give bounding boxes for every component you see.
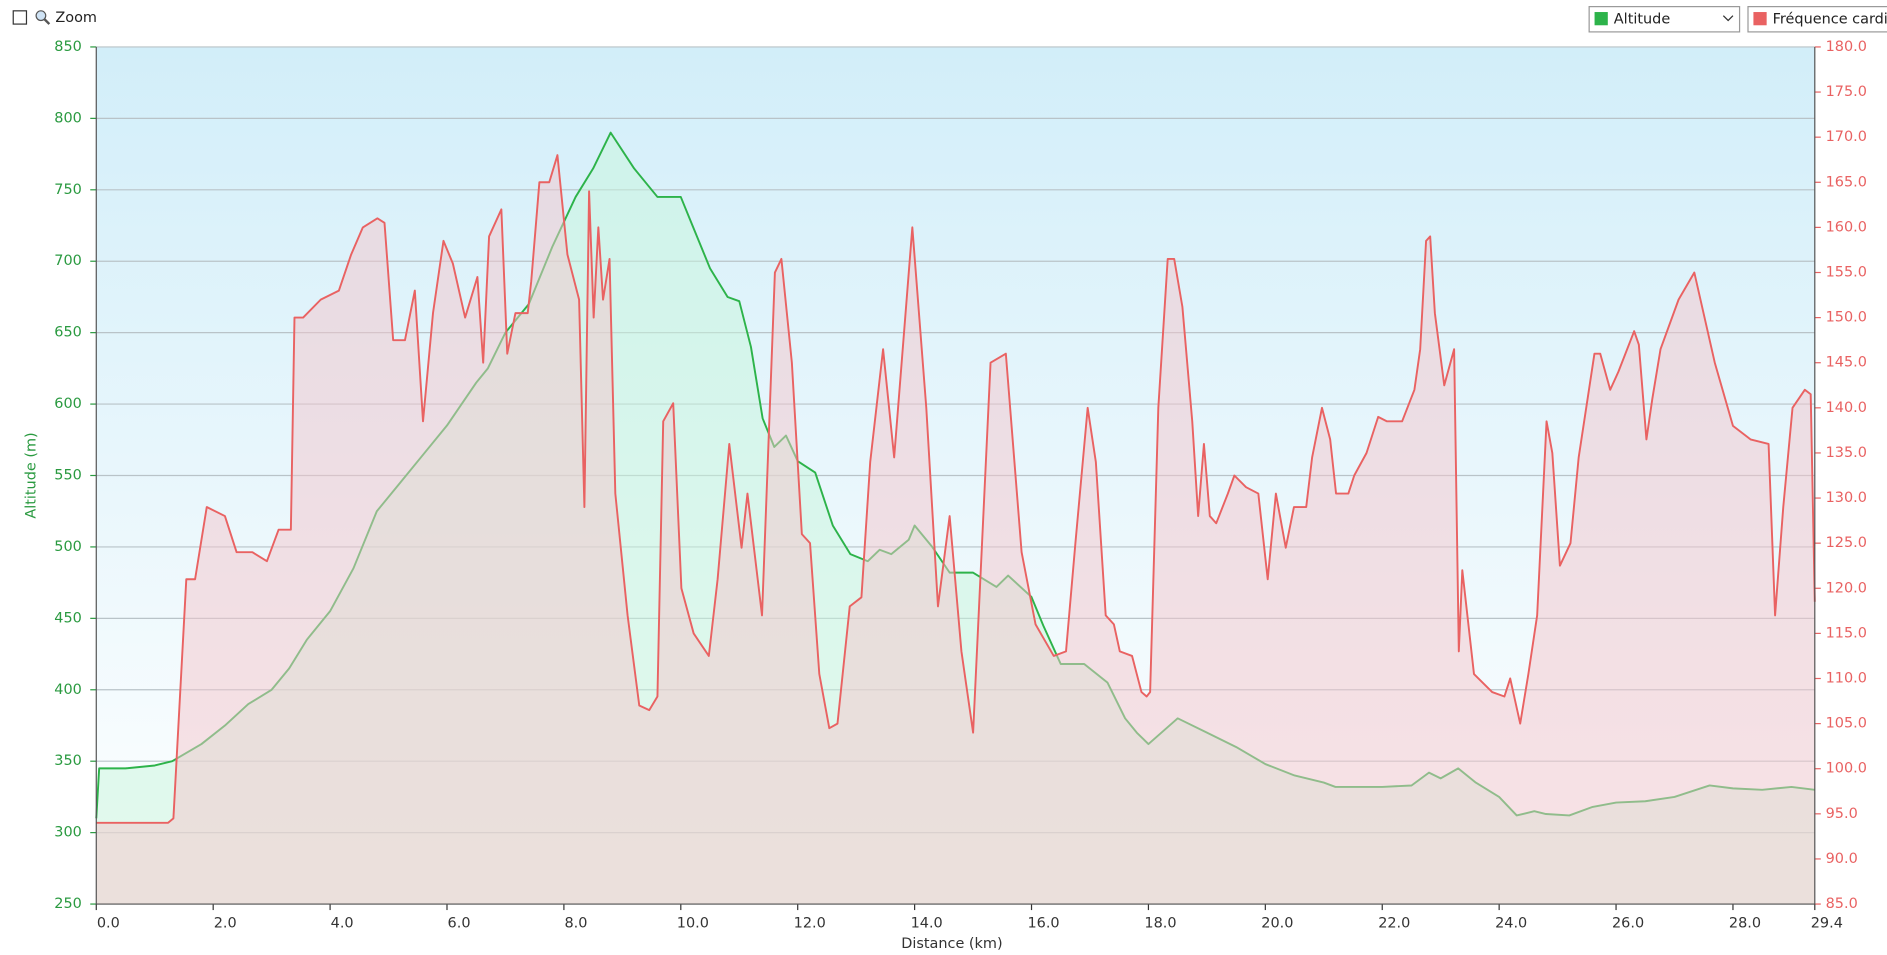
x-tick-label: 6.0 xyxy=(448,915,471,931)
y-tick-label: 450 xyxy=(54,610,82,626)
y2-tick-label: 95.0 xyxy=(1826,806,1858,822)
x-axis-label: Distance (km) xyxy=(901,936,1002,951)
y2-tick-label: 85.0 xyxy=(1826,896,1858,912)
y-tick-label: 500 xyxy=(54,539,82,555)
marks xyxy=(95,46,1816,905)
x-tick-label: 0.0 xyxy=(97,915,120,931)
y2-tick-label: 100.0 xyxy=(1826,761,1867,777)
y-tick-label: 250 xyxy=(54,896,82,912)
y-tick-label: 750 xyxy=(54,182,82,198)
y2-tick-label: 165.0 xyxy=(1826,174,1867,190)
y-tick-label: 350 xyxy=(54,753,82,769)
x-tick-label: 29.4 xyxy=(1811,915,1843,931)
y-axis-label: Altitude (m) xyxy=(23,432,39,518)
y2-tick-label: 105.0 xyxy=(1826,716,1867,732)
x-tick-label: 2.0 xyxy=(214,915,237,931)
zoom-icon-handle xyxy=(43,18,51,25)
y-tick-label: 300 xyxy=(54,825,82,841)
y-tick-label: 550 xyxy=(54,467,82,483)
y2-tick-label: 125.0 xyxy=(1826,535,1867,551)
y2-tick-label: 115.0 xyxy=(1826,625,1867,641)
series-dropdown[interactable] xyxy=(1588,6,1741,33)
x-tick-label: 18.0 xyxy=(1144,915,1176,931)
y2-tick-label: 150.0 xyxy=(1826,310,1867,326)
y-tick-label: 850 xyxy=(54,39,82,55)
y2-tick-label: 160.0 xyxy=(1826,219,1867,235)
legend-label: Fréquence cardia xyxy=(1773,11,1887,27)
x-tick-label: 26.0 xyxy=(1612,915,1644,931)
x-tick-label: 14.0 xyxy=(911,915,943,931)
y2-tick-label: 130.0 xyxy=(1826,490,1867,506)
y-tick-label: 650 xyxy=(54,325,82,341)
y2-tick-label: 155.0 xyxy=(1826,265,1867,281)
dropdown-chevron xyxy=(1722,15,1734,22)
x-tick-label: 28.0 xyxy=(1729,915,1761,931)
zoom-icon xyxy=(35,10,47,22)
y2-tick-label: 135.0 xyxy=(1826,445,1867,461)
y2-tick-label: 145.0 xyxy=(1826,355,1867,371)
series-toggle[interactable] xyxy=(1747,6,1887,33)
zoom-checkbox[interactable] xyxy=(12,10,28,25)
y-tick-label: 700 xyxy=(54,253,82,269)
y-tick-label: 600 xyxy=(54,396,82,412)
legend-label: Altitude xyxy=(1614,11,1671,27)
x-tick-label: 10.0 xyxy=(677,915,709,931)
y2-tick-label: 170.0 xyxy=(1826,129,1867,145)
y2-tick-label: 140.0 xyxy=(1826,400,1867,416)
y2-tick-label: 180.0 xyxy=(1826,39,1867,55)
y2-tick-label: 175.0 xyxy=(1826,84,1867,100)
x-tick-label: 12.0 xyxy=(794,915,826,931)
area xyxy=(96,155,1815,905)
x-tick-label: 16.0 xyxy=(1027,915,1059,931)
legend-swatch xyxy=(1594,12,1608,26)
x-tick-label: 20.0 xyxy=(1261,915,1293,931)
legend-swatch xyxy=(1753,12,1767,26)
zoom-label[interactable]: Zoom xyxy=(55,10,97,26)
x-tick-label: 8.0 xyxy=(564,915,587,931)
y-tick-label: 800 xyxy=(54,110,82,126)
y2-tick-label: 90.0 xyxy=(1826,851,1858,867)
y2-tick-label: 120.0 xyxy=(1826,580,1867,596)
y2-tick-label: 110.0 xyxy=(1826,670,1867,686)
line xyxy=(96,154,1816,824)
x-tick-label: 22.0 xyxy=(1378,915,1410,931)
y-tick-label: 400 xyxy=(54,682,82,698)
x-tick-label: 4.0 xyxy=(331,915,354,931)
x-tick-label: 24.0 xyxy=(1495,915,1527,931)
